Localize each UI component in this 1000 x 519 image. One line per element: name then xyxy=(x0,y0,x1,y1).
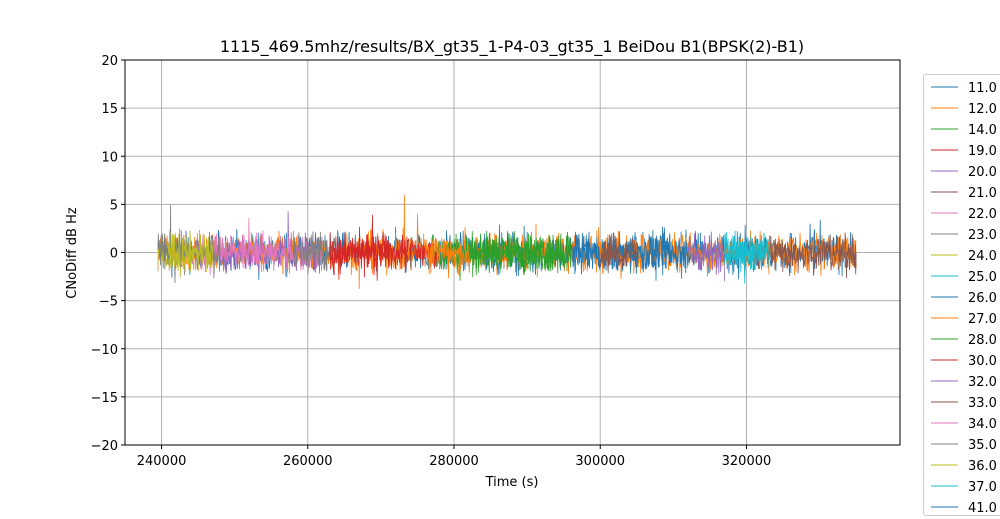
legend-label: 21.0 xyxy=(968,186,997,201)
series-line xyxy=(292,231,338,274)
legend-label: 33.0 xyxy=(968,396,997,411)
series-layer xyxy=(157,194,857,289)
y-tick-label: 5 xyxy=(110,198,118,213)
legend-label: 28.0 xyxy=(968,333,997,348)
chart-title: 1115_469.5mhz/results/BX_gt35_1-P4-03_gt… xyxy=(220,37,804,57)
series-line xyxy=(599,232,638,274)
x-tick-label: 260000 xyxy=(283,454,333,469)
x-tick-label: 300000 xyxy=(575,454,625,469)
y-tick-label: 15 xyxy=(101,102,118,117)
legend-label: 26.0 xyxy=(968,291,997,306)
legend-label: 22.0 xyxy=(968,207,997,222)
series-line xyxy=(468,231,572,275)
x-tick-label: 320000 xyxy=(722,454,772,469)
y-tick-label: −10 xyxy=(91,343,118,358)
legend-label: 11.0 xyxy=(968,81,997,96)
legend-label: 36.0 xyxy=(968,459,997,474)
legend-label: 41.0 xyxy=(968,501,997,515)
chart: 1115_469.5mhz/results/BX_gt35_1-P4-03_gt… xyxy=(65,37,901,490)
series-line xyxy=(687,231,725,282)
legend-label: 24.0 xyxy=(968,249,997,264)
y-axis: −20 −15 −10 −5 0 5 10 15 20 xyxy=(91,54,125,454)
legend-label: 34.0 xyxy=(968,417,997,432)
legend-label: 23.0 xyxy=(968,228,997,243)
series-line xyxy=(753,232,857,278)
y-axis-label: CNoDiff dB Hz xyxy=(65,207,80,299)
legend-label: 20.0 xyxy=(968,165,997,180)
y-tick-label: 20 xyxy=(101,54,118,69)
y-tick-label: 0 xyxy=(110,247,118,262)
legend-label: 27.0 xyxy=(968,312,997,327)
y-tick-label: 10 xyxy=(101,150,118,165)
y-tick-label: −15 xyxy=(91,391,118,406)
series-line xyxy=(724,231,769,284)
legend: 11.0 12.0 14.0 19.0 20.0 21.0 22.0 23.0 24.0 25.0… xyxy=(923,74,1000,516)
legend-label: 30.0 xyxy=(968,354,997,369)
legend-label: 19.0 xyxy=(968,144,997,159)
legend-label: 32.0 xyxy=(968,375,997,390)
legend-label: 35.0 xyxy=(968,438,997,453)
legend-label: 37.0 xyxy=(968,480,997,495)
legend-label: 14.0 xyxy=(968,123,997,138)
series-line xyxy=(424,226,469,279)
x-axis: 240000 260000 280000 300000 320000 xyxy=(137,445,772,469)
series-line xyxy=(168,230,214,273)
series-line xyxy=(248,230,323,272)
y-tick-label: −20 xyxy=(91,439,118,454)
series-line xyxy=(329,214,389,281)
x-tick-label: 280000 xyxy=(429,454,479,469)
y-tick-label: −5 xyxy=(99,295,118,310)
series-line xyxy=(329,226,440,280)
legend-label: 25.0 xyxy=(968,270,997,285)
x-tick-label: 240000 xyxy=(137,454,187,469)
legend-label: 12.0 xyxy=(968,102,997,117)
x-axis-label: Time (s) xyxy=(485,475,539,490)
